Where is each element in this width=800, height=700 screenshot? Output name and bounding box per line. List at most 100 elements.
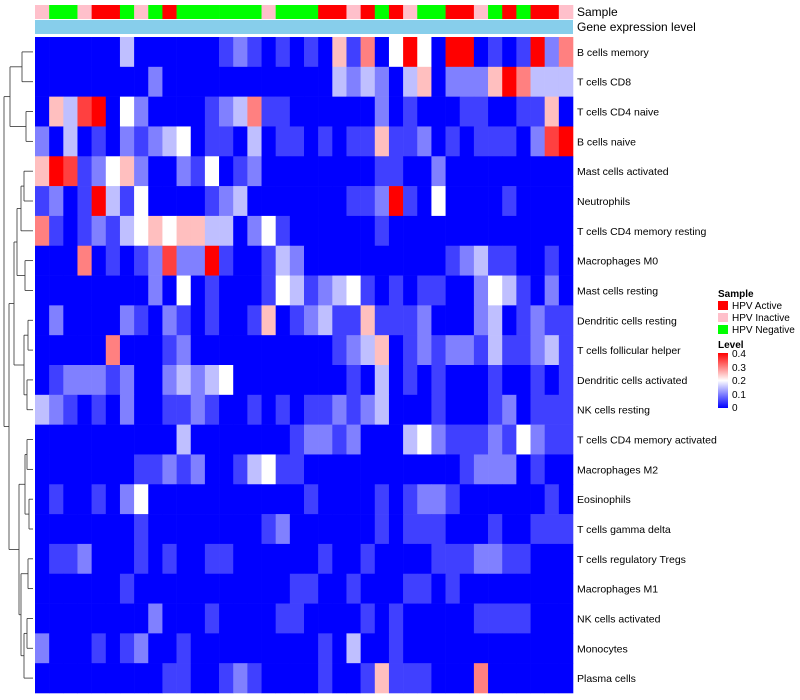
heatmap-cell [204, 573, 220, 604]
heatmap-cell [91, 424, 107, 455]
heatmap-cell [431, 37, 446, 68]
heatmap-cell [275, 305, 291, 336]
heatmap-cell [261, 394, 276, 425]
heatmap-cell [91, 156, 107, 187]
heatmap-cell [176, 603, 192, 634]
heatmap-cell [275, 454, 291, 485]
heatmap-cell [247, 335, 262, 366]
row-label: T cells CD4 naive [577, 107, 659, 119]
heatmap-cell [516, 484, 531, 515]
heatmap-cell [417, 156, 432, 187]
heatmap-cell [459, 156, 475, 187]
heatmap-cell [530, 245, 545, 276]
heatmap-cell [346, 126, 361, 157]
heatmap-cell [162, 573, 177, 604]
heatmap-cell [530, 96, 545, 127]
heatmap-cell [388, 543, 404, 575]
heatmap-cell [431, 305, 446, 336]
heatmap-cell [119, 663, 135, 694]
heatmap-cell [374, 394, 390, 425]
heatmap-cell [374, 543, 390, 575]
heatmap-cell [148, 305, 163, 336]
heatmap-cell [502, 335, 517, 366]
heatmap-cell [445, 633, 461, 664]
heatmap-cell [105, 394, 121, 425]
heatmap-cell [530, 543, 545, 575]
heatmap-cell [134, 275, 149, 306]
heatmap-cell [544, 186, 560, 217]
legend-label-hpv-negative: HPV Negative [732, 325, 795, 336]
heatmap-cell [530, 484, 545, 515]
heatmap-cell [162, 156, 177, 187]
heatmap-cell [162, 394, 177, 425]
heatmap-cell [304, 186, 319, 217]
heatmap-cell [318, 603, 333, 634]
row-label: Mast cells activated [577, 166, 669, 178]
heatmap-cell [530, 514, 545, 545]
heatmap-cell [35, 186, 50, 217]
heatmap-cell [275, 603, 291, 634]
heatmap-cell [473, 335, 489, 366]
heatmap-cell [388, 573, 404, 604]
heatmap-cell [148, 603, 163, 634]
annotation-label-expression: Gene expression level [577, 20, 696, 34]
heatmap-cell [417, 245, 432, 276]
heatmap-cell [105, 305, 121, 336]
heatmap-cell [516, 603, 531, 634]
heatmap-cell [105, 96, 121, 127]
heatmap-cell [233, 514, 248, 545]
heatmap-cell [346, 603, 361, 634]
heatmap-cell [417, 663, 432, 694]
heatmap-cell [105, 275, 121, 306]
heatmap-cell [63, 573, 78, 604]
heatmap-cell [247, 305, 262, 336]
heatmap-cell [77, 514, 92, 545]
heatmap-cell [558, 365, 574, 396]
heatmap-cell [190, 573, 206, 604]
heatmap-cell [304, 484, 319, 515]
heatmap-cell [219, 66, 234, 97]
heatmap-cell [459, 394, 475, 425]
heatmap-cell [247, 603, 262, 634]
heatmap-cell [204, 96, 220, 127]
sample-annotation-cell [162, 5, 177, 19]
heatmap-cell [233, 126, 248, 157]
heatmap-cell [445, 126, 461, 157]
heatmap-cell [502, 156, 517, 187]
heatmap-cell [530, 156, 545, 187]
heatmap-cell [332, 215, 347, 247]
heatmap-cell [247, 245, 262, 276]
level-tick-0-4: 0.4 [732, 349, 746, 360]
heatmap-cell [247, 126, 262, 157]
heatmap-cell [247, 275, 262, 306]
heatmap-cell [63, 245, 78, 276]
heatmap-cell [105, 126, 121, 157]
heatmap-cell [261, 543, 276, 575]
legend-swatch-hpv-negative [718, 325, 728, 334]
heatmap-cell [473, 663, 489, 694]
heatmap-cell [275, 126, 291, 157]
sample-annotation-cell [544, 5, 560, 19]
heatmap-cell [63, 156, 78, 187]
heatmap-cell [275, 37, 291, 68]
heatmap-cell [417, 633, 432, 664]
heatmap-cell [49, 37, 64, 68]
expression-annotation-bar [35, 20, 573, 34]
heatmap-cell [148, 126, 163, 157]
heatmap-cell [502, 663, 517, 694]
heatmap-cell [445, 603, 461, 634]
heatmap-cell [105, 66, 121, 97]
heatmap-cell [360, 633, 376, 664]
heatmap-cell [544, 156, 560, 187]
heatmap-cell [473, 186, 489, 217]
heatmap-cell [219, 335, 234, 366]
heatmap-cell [247, 573, 262, 604]
legend-label-hpv-inactive: HPV Inactive [732, 313, 790, 324]
heatmap-cell [417, 365, 432, 396]
heatmap-cell [219, 394, 234, 425]
heatmap-cell [346, 454, 361, 485]
heatmap-cell [431, 126, 446, 157]
heatmap-cell [445, 514, 461, 545]
heatmap-cell [289, 663, 305, 694]
heatmap-cell [332, 484, 347, 515]
